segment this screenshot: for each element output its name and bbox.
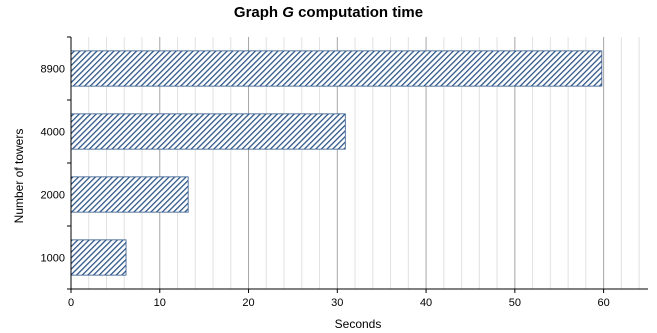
chart-title: Graph G computation time xyxy=(0,4,657,21)
bar-2000 xyxy=(70,176,189,213)
bars-layer xyxy=(70,50,603,276)
chart-title-prefix: Graph xyxy=(233,4,283,21)
bar-1000 xyxy=(70,239,127,276)
x-tick-label: 30 xyxy=(331,297,343,309)
bar-4000 xyxy=(70,113,346,150)
x-tick-label: 40 xyxy=(420,297,432,309)
x-axis-label: Seconds xyxy=(335,317,382,331)
y-tick-label: 2000 xyxy=(41,190,65,202)
axes-layer xyxy=(67,36,648,293)
y-axis-label: Number of towers xyxy=(12,129,26,224)
x-tick-label: 10 xyxy=(154,297,166,309)
chart-title-suffix: computation time xyxy=(293,4,424,21)
y-tick-label: 4000 xyxy=(41,127,65,139)
x-tick-label: 50 xyxy=(509,297,521,309)
x-tick-label: 0 xyxy=(68,297,74,309)
labels-layer: 1000 2000 4000 8900 0 10 20 30 40 50 60 xyxy=(41,64,610,310)
x-tick-label: 60 xyxy=(597,297,609,309)
y-tick-label: 1000 xyxy=(41,253,65,265)
bar-8900 xyxy=(70,50,603,87)
chart-title-variable: G xyxy=(282,4,294,21)
y-tick-label: 8900 xyxy=(41,64,65,76)
x-tick-label: 20 xyxy=(242,297,254,309)
